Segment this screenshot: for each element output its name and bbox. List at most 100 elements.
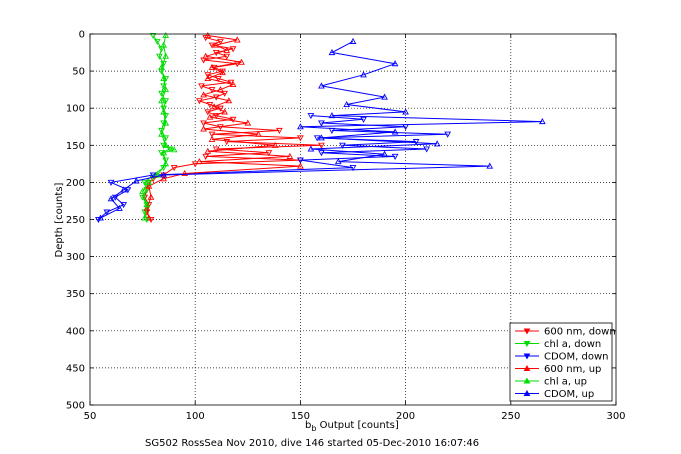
data-point bbox=[538, 118, 546, 125]
data-point bbox=[381, 150, 388, 157]
data-point bbox=[143, 204, 151, 211]
data-point bbox=[208, 87, 216, 94]
x-axis-label-rest: Output [counts] bbox=[316, 420, 398, 431]
data-point bbox=[318, 150, 325, 157]
data-point bbox=[97, 214, 104, 221]
data-point bbox=[103, 209, 111, 216]
y-tick-label: 250 bbox=[66, 215, 85, 226]
data-point bbox=[160, 120, 168, 127]
data-point bbox=[238, 58, 245, 65]
data-point bbox=[196, 98, 203, 105]
series-line bbox=[98, 115, 448, 220]
data-point bbox=[162, 119, 170, 126]
data-point bbox=[328, 49, 336, 56]
data-point bbox=[153, 171, 161, 178]
x-tick-label: 150 bbox=[291, 411, 310, 422]
legend-label: CDOM, down bbox=[544, 352, 609, 363]
data-point bbox=[204, 147, 212, 154]
data-point bbox=[229, 46, 237, 53]
legend-marker bbox=[523, 328, 531, 335]
data-point bbox=[206, 101, 214, 109]
data-point bbox=[229, 80, 237, 87]
y-tick-label: 500 bbox=[66, 401, 85, 412]
data-point bbox=[297, 123, 304, 130]
data-point bbox=[318, 134, 325, 141]
x-tick-label: 300 bbox=[606, 411, 625, 422]
legend-label: 600 nm, down bbox=[544, 327, 616, 338]
data-point bbox=[225, 97, 233, 104]
data-point bbox=[391, 128, 399, 135]
legend-box bbox=[509, 322, 613, 402]
data-point bbox=[162, 31, 170, 39]
data-point bbox=[160, 105, 168, 112]
data-point bbox=[149, 172, 157, 179]
data-point bbox=[318, 120, 325, 127]
data-point bbox=[158, 63, 165, 70]
data-point bbox=[166, 146, 174, 153]
data-point bbox=[204, 72, 212, 79]
data-point bbox=[221, 108, 229, 115]
data-point bbox=[343, 100, 351, 108]
data-point bbox=[160, 175, 168, 182]
data-point bbox=[297, 157, 304, 164]
data-point bbox=[423, 146, 431, 153]
data-point bbox=[141, 214, 149, 221]
data-point bbox=[229, 116, 237, 123]
data-point bbox=[244, 119, 252, 126]
x-axis-label-main: b bbox=[305, 420, 311, 431]
data-point bbox=[313, 135, 321, 142]
series-3 bbox=[143, 31, 304, 221]
y-tick-label: 0 bbox=[79, 30, 85, 41]
y-tick-label: 150 bbox=[66, 141, 85, 152]
legend-marker bbox=[523, 389, 531, 397]
data-point bbox=[143, 201, 151, 208]
data-point bbox=[297, 162, 304, 169]
data-point bbox=[271, 141, 279, 148]
data-point bbox=[181, 169, 189, 177]
legend-marker bbox=[523, 353, 531, 360]
data-point bbox=[162, 52, 170, 59]
data-point bbox=[444, 131, 452, 138]
data-point bbox=[124, 187, 132, 194]
data-point bbox=[160, 74, 168, 82]
legend-label: 600 nm, up bbox=[544, 364, 601, 375]
data-point bbox=[107, 195, 115, 202]
data-point bbox=[158, 97, 165, 104]
legend-marker bbox=[523, 364, 531, 372]
data-point bbox=[156, 53, 163, 60]
series-5 bbox=[97, 37, 546, 221]
series-layer bbox=[95, 31, 546, 224]
data-point bbox=[120, 202, 128, 209]
y-tick-label: 400 bbox=[66, 326, 85, 337]
data-point bbox=[158, 90, 165, 97]
series-line bbox=[146, 35, 301, 219]
data-point bbox=[120, 186, 128, 193]
legend-label: chl a, down bbox=[544, 339, 601, 350]
data-point bbox=[307, 145, 315, 152]
y-tick-label: 300 bbox=[66, 252, 85, 263]
data-point bbox=[318, 82, 325, 89]
data-point bbox=[349, 165, 357, 172]
chart-caption: SG502 RossSea Nov 2010, dive 146 started… bbox=[145, 438, 479, 449]
data-point bbox=[170, 165, 178, 172]
data-point bbox=[214, 75, 222, 83]
data-point bbox=[307, 113, 315, 120]
data-point bbox=[200, 91, 207, 98]
data-point bbox=[412, 139, 420, 146]
data-point bbox=[162, 135, 170, 142]
data-point bbox=[145, 214, 153, 221]
data-point bbox=[223, 46, 231, 53]
data-point bbox=[200, 120, 207, 127]
data-point bbox=[391, 60, 399, 67]
y-tick-label: 50 bbox=[72, 67, 85, 78]
data-point bbox=[208, 63, 216, 70]
data-point bbox=[153, 38, 161, 45]
data-point bbox=[160, 41, 168, 48]
data-point bbox=[339, 142, 346, 149]
data-point bbox=[149, 32, 157, 40]
data-point bbox=[158, 130, 165, 137]
data-point bbox=[116, 204, 123, 211]
data-point bbox=[202, 153, 210, 160]
